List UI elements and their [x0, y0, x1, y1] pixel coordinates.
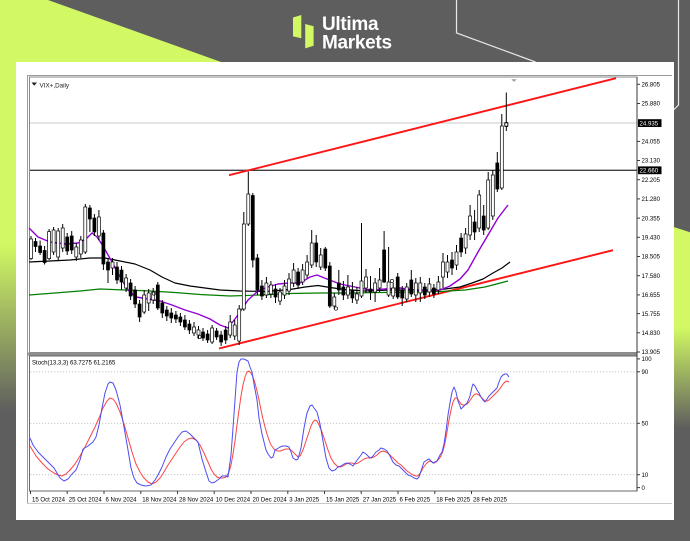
- svg-text:18 Feb 2025: 18 Feb 2025: [436, 498, 471, 504]
- svg-text:3 Jan 2025: 3 Jan 2025: [289, 498, 320, 504]
- svg-text:21.280: 21.280: [642, 197, 661, 203]
- svg-text:13.905: 13.905: [642, 350, 661, 356]
- svg-text:VIX+,Daily: VIX+,Daily: [40, 83, 70, 90]
- svg-text:14.830: 14.830: [642, 331, 661, 337]
- svg-text:20 Dec 2024: 20 Dec 2024: [253, 498, 288, 504]
- svg-text:15 Jan 2025: 15 Jan 2025: [326, 498, 360, 504]
- svg-text:17.580: 17.580: [642, 274, 661, 280]
- svg-text:28 Feb 2025: 28 Feb 2025: [473, 498, 508, 504]
- svg-text:24.055: 24.055: [642, 140, 661, 146]
- svg-text:26.805: 26.805: [642, 83, 661, 89]
- svg-text:Ultima: Ultima: [322, 14, 379, 35]
- svg-text:90: 90: [642, 370, 649, 376]
- svg-text:16.655: 16.655: [642, 293, 661, 299]
- svg-text:27 Jan 2025: 27 Jan 2025: [363, 498, 397, 504]
- svg-text:6 Feb 2025: 6 Feb 2025: [400, 498, 431, 504]
- svg-text:15.755: 15.755: [642, 312, 661, 318]
- svg-text:19.430: 19.430: [642, 236, 661, 242]
- svg-text:18 Nov 2024: 18 Nov 2024: [142, 498, 177, 504]
- svg-text:50: 50: [642, 422, 649, 428]
- svg-text:15 Oct 2024: 15 Oct 2024: [32, 498, 66, 504]
- svg-text:Stoch(13,3,3) 63.7275 61.2165: Stoch(13,3,3) 63.7275 61.2165: [32, 361, 116, 367]
- svg-text:10 Dec 2024: 10 Dec 2024: [216, 498, 251, 504]
- svg-text:0: 0: [642, 486, 646, 492]
- svg-text:25.880: 25.880: [642, 102, 661, 108]
- svg-text:25 Oct 2024: 25 Oct 2024: [69, 498, 103, 504]
- svg-text:22.660: 22.660: [640, 168, 659, 175]
- svg-text:18.505: 18.505: [642, 255, 661, 261]
- svg-text:24.935: 24.935: [640, 121, 659, 128]
- svg-text:22.205: 22.205: [642, 178, 661, 184]
- svg-text:28 Nov 2024: 28 Nov 2024: [179, 498, 214, 504]
- svg-text:10: 10: [642, 473, 649, 479]
- svg-text:100: 100: [642, 357, 653, 363]
- svg-text:6 Nov 2024: 6 Nov 2024: [106, 498, 138, 504]
- svg-text:23.130: 23.130: [642, 159, 661, 165]
- svg-text:20.355: 20.355: [642, 216, 661, 222]
- svg-text:Markets: Markets: [322, 33, 392, 54]
